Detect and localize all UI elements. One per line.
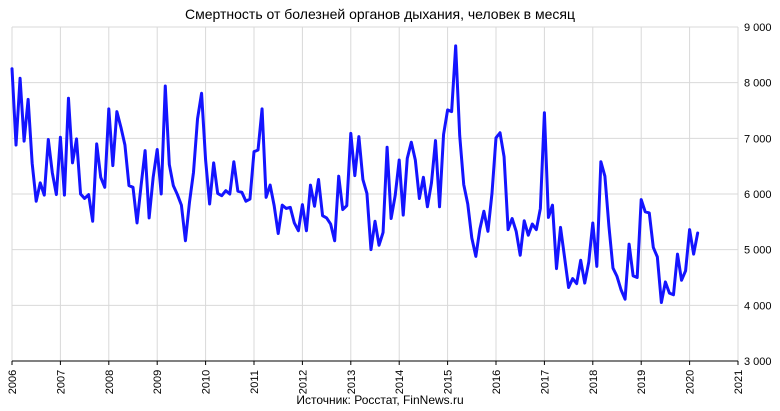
x-tick-label: 2009 xyxy=(152,370,164,394)
axes xyxy=(11,360,739,365)
x-tick-label: 2016 xyxy=(491,370,503,394)
x-tick-label: 2014 xyxy=(394,370,406,394)
y-tick-label: 8 000 xyxy=(744,78,772,90)
tick-labels: 3 000 4 000 5 000 6 000 7 000 8 000 9 000 2006 2… xyxy=(7,22,772,394)
y-tick-label: 3 000 xyxy=(744,356,772,368)
y-tick-label: 6 000 xyxy=(744,189,772,201)
chart-title: Смертность от болезней органов дыхания, … xyxy=(185,6,575,22)
x-tick-label: 2015 xyxy=(443,370,455,394)
x-tick-label: 2013 xyxy=(346,370,358,394)
y-tick-label: 9 000 xyxy=(744,22,772,34)
x-tick-label: 2021 xyxy=(733,370,745,394)
x-tick-label: 2017 xyxy=(539,370,551,394)
gridlines xyxy=(11,26,739,362)
x-tick-label: 2006 xyxy=(7,370,19,394)
x-tick-label: 2019 xyxy=(636,370,648,394)
x-tick-label: 2011 xyxy=(249,370,261,394)
x-tick-label: 2010 xyxy=(201,370,213,394)
y-tick-label: 4 000 xyxy=(744,300,772,312)
x-tick-label: 2020 xyxy=(685,370,697,394)
x-tick-label: 2008 xyxy=(104,370,116,394)
series-layer xyxy=(10,44,700,305)
series-line-0 xyxy=(10,44,700,305)
y-tick-label: 7 000 xyxy=(744,133,772,145)
y-tick-label: 5 000 xyxy=(744,245,772,257)
x-tick-label: 2007 xyxy=(55,370,67,394)
x-tick-label: 2012 xyxy=(297,370,309,394)
x-tick-label: 2018 xyxy=(588,370,600,394)
source-note: Источник: Росстат, FinNews.ru xyxy=(296,393,463,407)
